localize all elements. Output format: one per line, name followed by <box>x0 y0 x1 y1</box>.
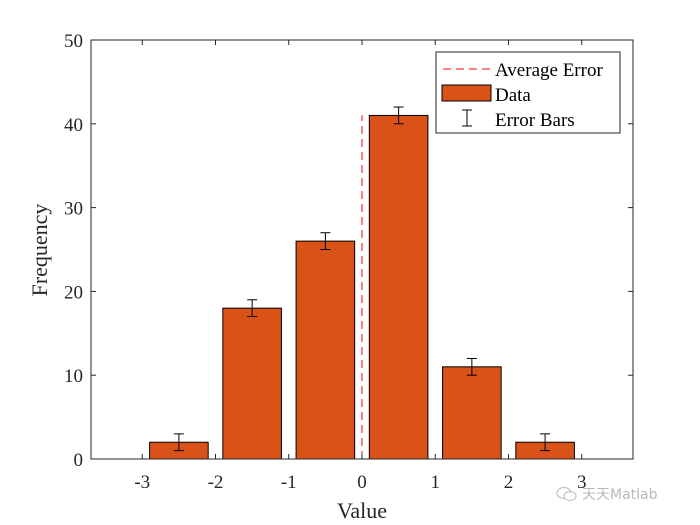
y-tick-label: 10 <box>64 366 83 387</box>
error-bar <box>320 232 331 250</box>
x-tick-label: 3 <box>577 472 587 493</box>
y-tick-label: 30 <box>64 199 83 220</box>
legend-bar-swatch-icon <box>441 84 492 102</box>
bar <box>295 240 356 460</box>
error-bar <box>173 433 184 452</box>
error-bar <box>540 433 551 452</box>
x-tick-label: 1 <box>430 472 440 493</box>
bar <box>442 366 502 460</box>
legend-errorbar-icon <box>462 109 472 127</box>
x-tick-label: 2 <box>504 472 514 493</box>
legend-label-data: Data <box>495 85 531 106</box>
y-axis-label: Frequency <box>27 204 52 297</box>
error-bar <box>393 106 404 125</box>
x-tick-label: -2 <box>208 472 224 493</box>
watermark: 天天Matlab <box>556 484 658 504</box>
x-tick-label: 0 <box>357 472 367 493</box>
legend: Average Error Data Error Bars <box>435 51 621 134</box>
y-tick-label: 20 <box>64 282 83 303</box>
x-axis-ticks: -3 -2 -1 0 1 2 3 <box>134 40 586 493</box>
x-tick-label: -1 <box>281 472 297 493</box>
legend-label-average-error: Average Error <box>495 60 603 81</box>
bar <box>368 114 429 460</box>
y-tick-label: 50 <box>64 31 83 52</box>
error-bar <box>466 357 477 376</box>
y-tick-label: 0 <box>74 450 84 471</box>
wechat-icon <box>556 486 578 502</box>
x-tick-label: -3 <box>134 472 150 493</box>
y-axis-ticks: 0 10 20 30 40 50 <box>64 31 633 471</box>
error-bar <box>247 299 258 318</box>
bar <box>222 307 282 460</box>
legend-label-error-bars: Error Bars <box>495 110 575 131</box>
x-axis-label: Value <box>337 498 387 523</box>
y-tick-label: 40 <box>64 115 83 136</box>
watermark-text: 天天Matlab <box>582 487 658 503</box>
error-bars <box>173 106 551 452</box>
